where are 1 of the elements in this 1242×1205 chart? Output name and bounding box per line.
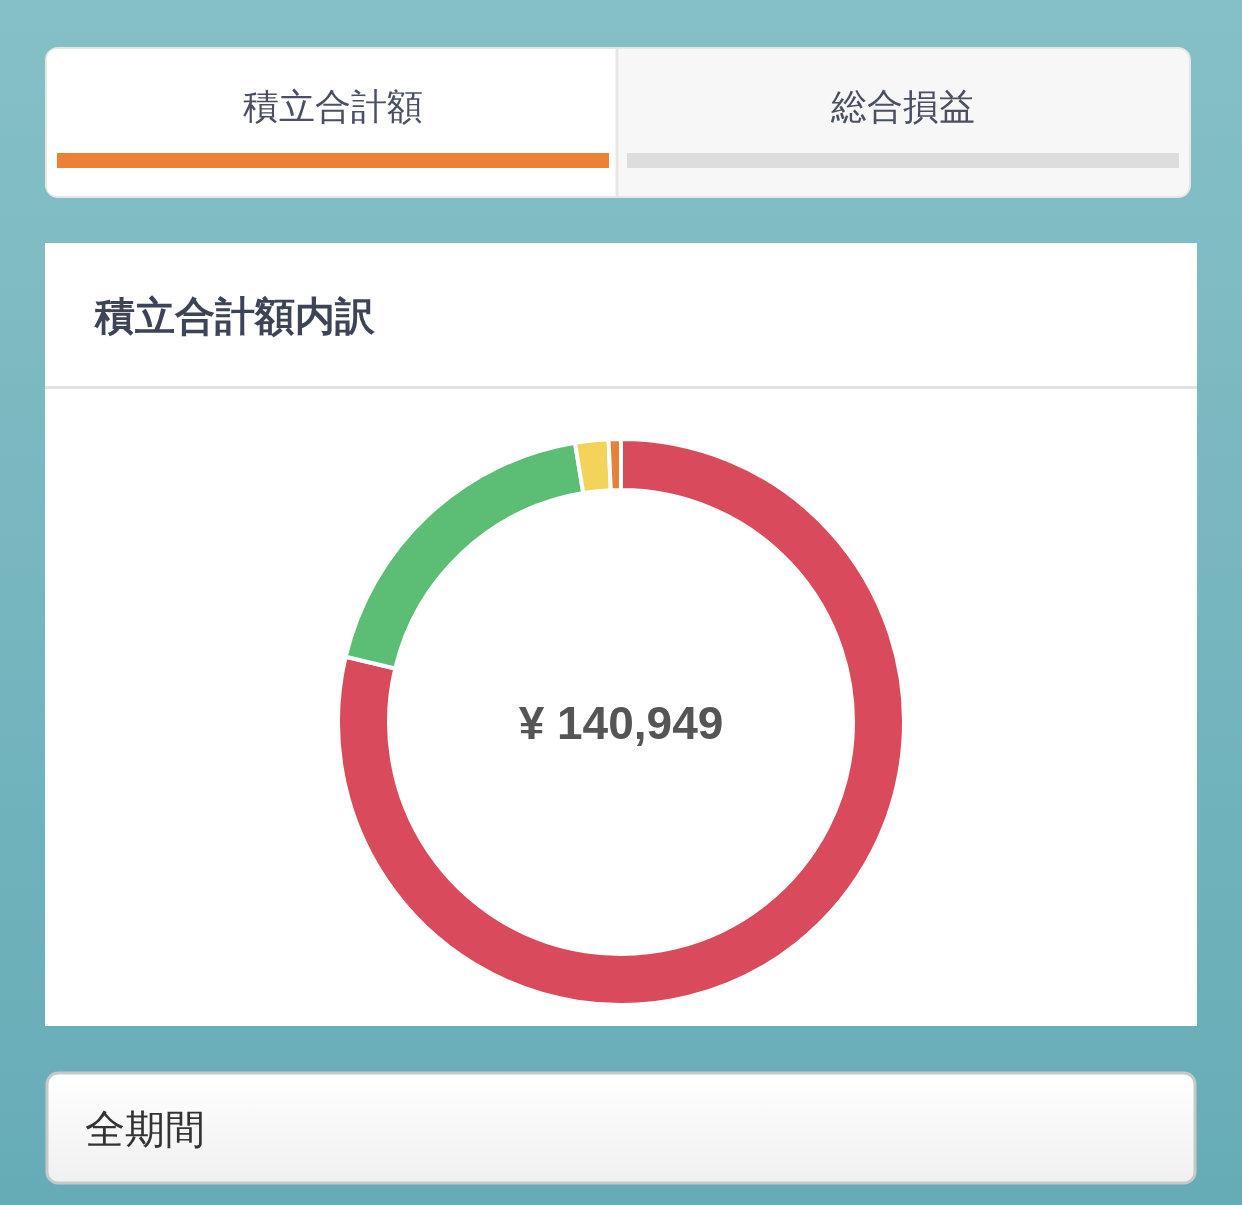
title: 積立合計額内訳 — [95, 294, 375, 338]
